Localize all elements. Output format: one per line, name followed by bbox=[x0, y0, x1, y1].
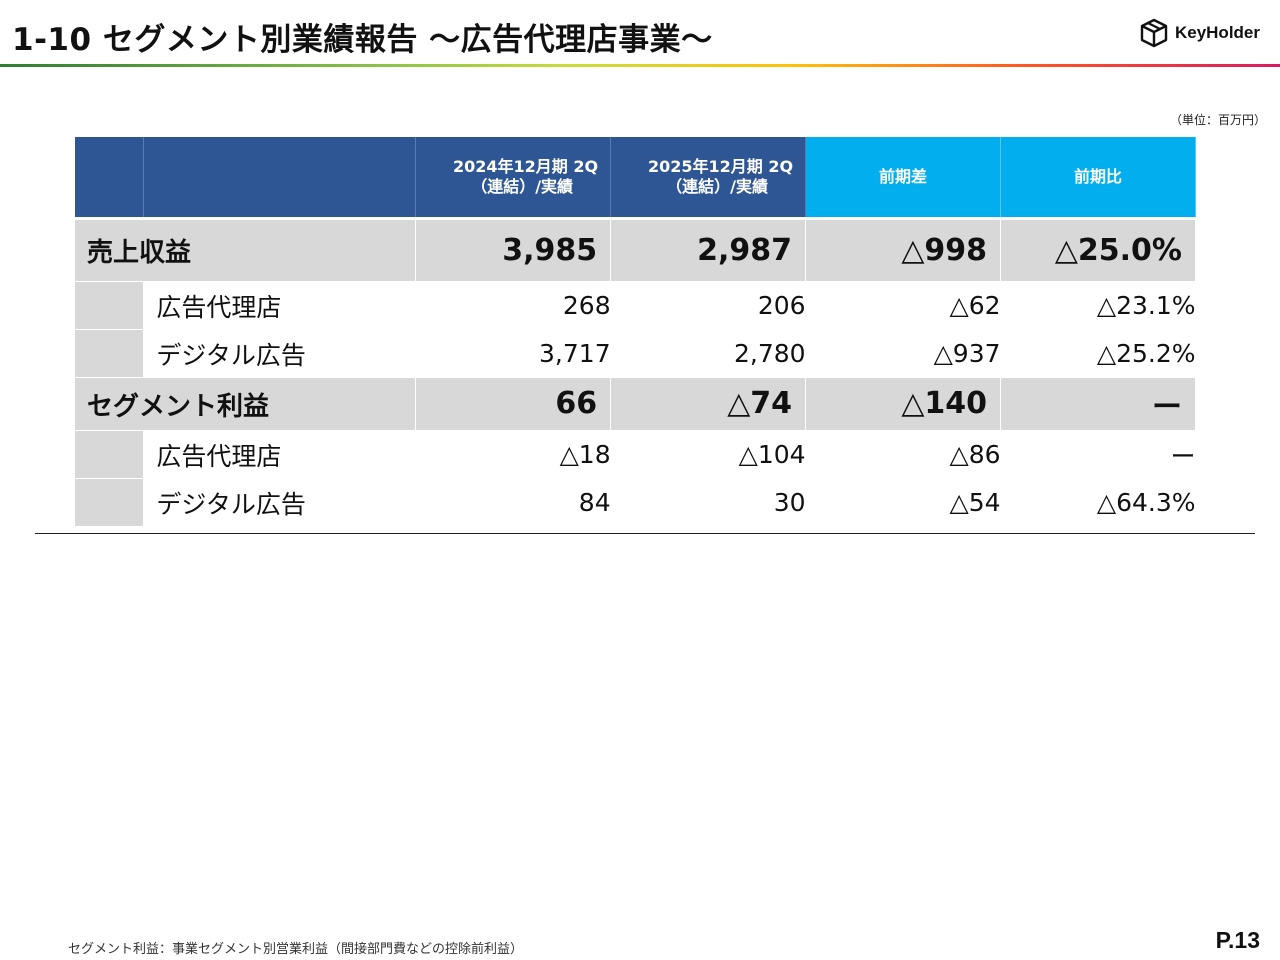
cell-value: 3,717 bbox=[415, 329, 611, 378]
cell-value: 3,985 bbox=[415, 218, 612, 282]
cell-value: △86 bbox=[805, 430, 1001, 479]
cell-value: △23.1% bbox=[1000, 281, 1196, 330]
column-header-2025: 2025年12月期 2Q （連結）/実績 bbox=[610, 137, 807, 220]
header-blank-indent bbox=[75, 137, 144, 220]
table-row-segment-profit: セグメント利益 66 △74 △140 ー bbox=[75, 377, 1196, 431]
page-title: 1-10 セグメント別業績報告 ～広告代理店事業～ bbox=[12, 22, 713, 58]
header-divider bbox=[0, 64, 1280, 67]
cell-value: △54 bbox=[805, 478, 1001, 527]
cell-value: △140 bbox=[805, 377, 1002, 431]
column-header-2024: 2024年12月期 2Q （連結）/実績 bbox=[415, 137, 612, 220]
table-bottom-rule bbox=[35, 533, 1255, 534]
row-label: セグメント利益 bbox=[75, 377, 417, 431]
company-logo: KeyHolder bbox=[1139, 18, 1260, 48]
cell-value: 206 bbox=[610, 281, 806, 330]
row-indent bbox=[75, 281, 144, 330]
cell-value: △74 bbox=[610, 377, 807, 431]
cell-value: ー bbox=[1000, 377, 1196, 431]
box-logo-icon bbox=[1140, 18, 1168, 48]
column-header-2024-line2: （連結）/実績 bbox=[471, 177, 574, 196]
page-number: P.13 bbox=[1215, 927, 1260, 953]
cell-value: △937 bbox=[805, 329, 1001, 378]
row-label: 売上収益 bbox=[75, 218, 417, 282]
footnote: セグメント利益：事業セグメント別営業利益（間接部門費などの控除前利益） bbox=[68, 942, 524, 957]
cell-value: 268 bbox=[415, 281, 611, 330]
column-header-difference: 前期差 bbox=[805, 137, 1002, 220]
table-row-profit-digital: デジタル広告 84 30 △54 △64.3% bbox=[75, 478, 1196, 527]
table-row-revenue-agency: 広告代理店 268 206 △62 △23.1% bbox=[75, 281, 1196, 330]
row-indent bbox=[75, 478, 144, 527]
logo-text: KeyHolder bbox=[1174, 23, 1260, 42]
cell-value: 2,987 bbox=[610, 218, 807, 282]
column-header-2025-line1: 2025年12月期 2Q bbox=[647, 157, 794, 176]
row-label: デジタル広告 bbox=[143, 329, 416, 378]
cell-value: △104 bbox=[610, 430, 806, 479]
cell-value: 2,780 bbox=[610, 329, 806, 378]
cell-value: 30 bbox=[610, 478, 806, 527]
row-indent bbox=[75, 329, 144, 378]
cell-value: △18 bbox=[415, 430, 611, 479]
row-indent bbox=[75, 430, 144, 479]
row-label: 広告代理店 bbox=[143, 430, 416, 479]
table-header-row: 2024年12月期 2Q （連結）/実績 2025年12月期 2Q （連結）/実… bbox=[75, 137, 1196, 220]
segment-results-table: 2024年12月期 2Q （連結）/実績 2025年12月期 2Q （連結）/実… bbox=[75, 137, 1196, 527]
header-blank-label bbox=[143, 137, 417, 220]
cell-value: △25.0% bbox=[1000, 218, 1196, 282]
cell-value: 84 bbox=[415, 478, 611, 527]
cell-value: ー bbox=[1000, 430, 1196, 479]
unit-note: （単位：百万円） bbox=[1169, 113, 1266, 127]
cell-value: 66 bbox=[415, 377, 612, 431]
table-row-revenue: 売上収益 3,985 2,987 △998 △25.0% bbox=[75, 218, 1196, 282]
column-header-2025-line2: （連結）/実績 bbox=[666, 177, 769, 196]
table-row-profit-agency: 広告代理店 △18 △104 △86 ー bbox=[75, 430, 1196, 479]
column-header-ratio: 前期比 bbox=[1000, 137, 1196, 220]
cell-value: △25.2% bbox=[1000, 329, 1196, 378]
table-row-revenue-digital: デジタル広告 3,717 2,780 △937 △25.2% bbox=[75, 329, 1196, 378]
cell-value: △998 bbox=[805, 218, 1002, 282]
row-label: 広告代理店 bbox=[143, 281, 416, 330]
cell-value: △64.3% bbox=[1000, 478, 1196, 527]
cell-value: △62 bbox=[805, 281, 1001, 330]
column-header-2024-line1: 2024年12月期 2Q bbox=[453, 157, 599, 176]
row-label: デジタル広告 bbox=[143, 478, 416, 527]
